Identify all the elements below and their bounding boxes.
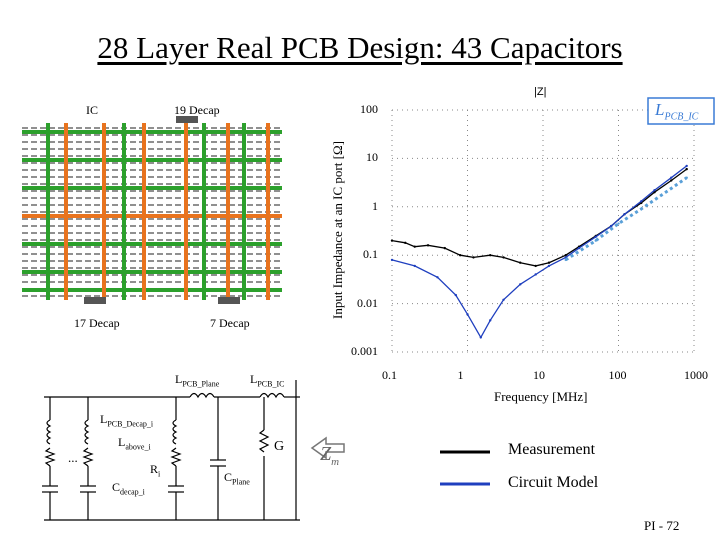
pcb-bottom-left-decap-label: 17 Decap [74,316,120,330]
inset-label-main: L [655,100,665,119]
series-point [472,256,475,259]
series-point [466,313,469,316]
chart-xlabel: Frequency [MHz] [494,389,588,404]
label-ellipsis: ... [68,450,78,465]
series-point [436,276,439,279]
series-point [564,254,567,257]
x-tick-label: 1 [457,368,464,382]
branch-resistor [44,447,56,467]
branch-inductor [46,419,52,445]
inductor-ic [259,392,285,399]
chart-title: |Z| [534,86,547,98]
branch-inductor [84,419,90,445]
x-tick-label: 10 [533,368,545,382]
y-tick-label: 1 [372,198,378,213]
pcb-top-decap-label: 19 Decap [174,103,220,117]
series-point [640,200,643,203]
bottom-left-decap-pad [84,297,106,304]
series-point [404,241,407,245]
label-c-plane: CPlane [224,470,250,487]
label-l-ic: LPCB_IC [250,372,285,389]
label-r: Ri [150,462,161,479]
series-point [454,293,458,297]
series-point [390,258,394,262]
series-point [534,264,537,268]
resistor-g [258,429,270,453]
series-point [670,176,673,179]
series-point [594,235,597,238]
label-l-plane: LPCB_Plane [175,372,220,389]
series-line-2 [391,165,688,339]
inductor-plane [189,392,215,399]
series-point [653,189,656,192]
y-tick-label: 0.01 [357,295,378,310]
pcb-ic-label: IC [86,103,98,117]
zm-arrow-icon [310,436,345,460]
y-tick-label: 10 [366,150,378,165]
slide-title: 28 Layer Real PCB Design: 43 Capacitors [97,30,623,65]
label-l-decap: LPCB_Decap_i [100,412,154,429]
series-point [670,179,673,182]
series-point [413,245,416,248]
series-point [502,256,505,259]
series-point [426,244,430,247]
legend-model: Circuit Model [508,474,599,491]
pcb-bottom-right-decap-label: 7 Decap [210,316,250,330]
series-point [390,239,394,242]
top-decap-pad [176,116,198,123]
branch-resistor [170,447,182,467]
series-point [519,283,522,286]
chart-grid [391,109,695,353]
series-point [489,254,492,257]
series-point [577,246,581,250]
series-point [609,224,613,228]
legend-measurement: Measurement [508,441,596,458]
series-point [564,258,567,262]
decap-branches [42,397,184,520]
series-point [547,261,551,264]
series-point [502,298,505,301]
slide-number: PI - 72 [644,518,680,533]
series-point [685,167,688,171]
bottom-right-decap-pad [218,297,240,304]
series-point [617,222,620,225]
series-point [670,187,673,190]
series-point [623,213,626,216]
branch-resistor [82,447,94,467]
series-point [547,264,551,268]
label-g: G [274,439,285,454]
series-point [640,207,643,211]
label-zm: Zm [320,443,340,468]
series-point [534,273,537,276]
series-point [489,319,492,322]
series-point [653,191,656,194]
label-l-above: Labove_i [118,435,151,452]
inset-label-box [647,97,715,125]
inset-label-sub: PCB_IC [664,111,699,123]
y-tick-label: 0.001 [351,344,378,358]
inset-label: LPCB_IC [655,100,698,122]
branch-inductor [172,419,178,445]
series-point [594,239,597,242]
label-c-decap: Cdecap_i [112,480,145,497]
series-point [685,176,688,179]
chart-series [390,164,688,339]
series-point [458,254,462,257]
pcb-grid [22,123,282,300]
x-tick-label: 100 [608,368,627,382]
series-point [519,261,522,264]
series-point [443,246,446,250]
y-tick-label: 100 [360,102,378,116]
series-point [479,336,482,339]
x-tick-label: 0.1 [382,368,397,382]
x-tick-label: 1000 [684,368,708,382]
y-tick-label: 0.1 [363,247,378,262]
series-point [413,264,416,268]
series-point [685,164,688,168]
